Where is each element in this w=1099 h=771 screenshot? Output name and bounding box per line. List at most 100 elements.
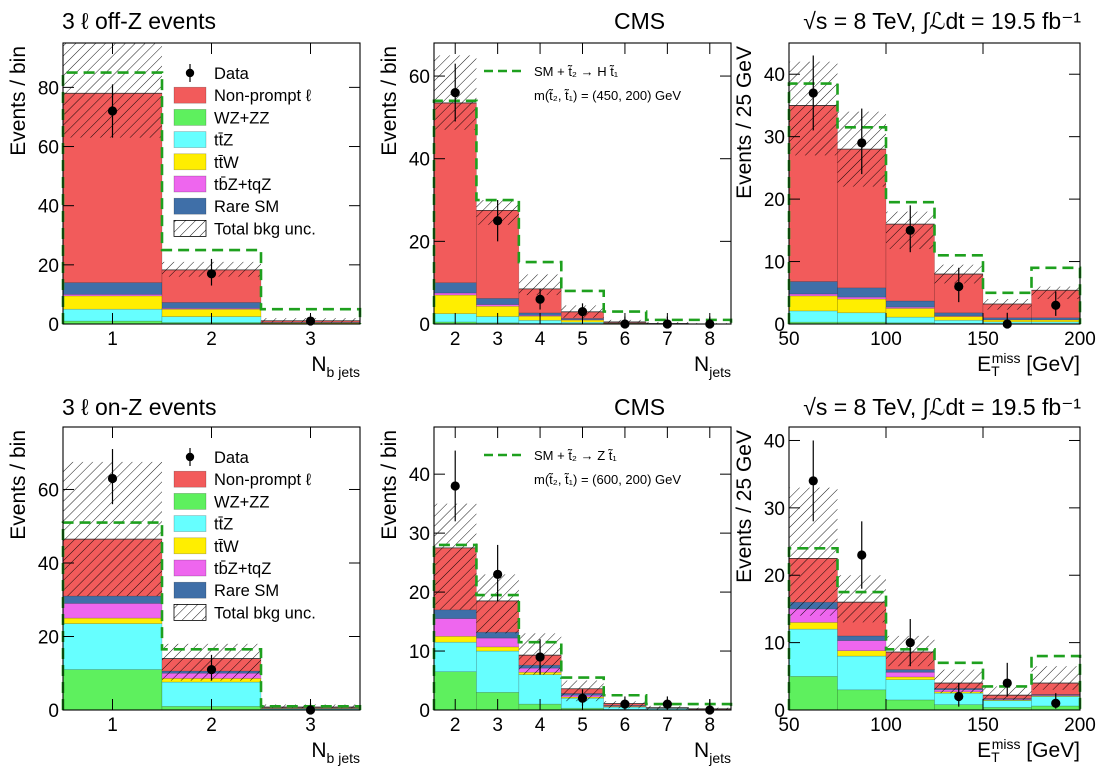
stack-bar-tbz [433,618,477,637]
cms-label-top: CMS [614,8,665,34]
legend-data-marker [185,68,195,78]
signal-step-line [432,543,733,710]
y-tick-label: 80 [38,78,59,99]
y-axis-label: Events / bin [7,46,30,156]
y-tick-label: 60 [38,138,59,159]
stack-bar-tbz [62,603,163,619]
x-tick-label: 50 [778,329,799,350]
x-tick-label: 100 [870,329,902,350]
y-axis-label: Events / 25 GeV [733,46,756,199]
legend-label-ttz: tt̄Z [214,132,233,150]
stack-bar-ttw [885,308,935,318]
data-point [808,88,818,98]
y-axis-label: Events / 25 GeV [733,430,756,583]
energy-lumi-label-bottom: √s = 8 TeV, ∫ℒdt = 19.5 fb⁻¹ [803,394,1081,420]
stack-bar-ttw [476,646,520,652]
x-tick-label: 2 [206,329,217,350]
stack-bar-raresm [476,298,520,305]
y-axis-label: Events / bin [7,430,30,540]
stack-bar-ttz [433,641,477,672]
legend-swatch-raresm [173,197,207,215]
y-tick-label: 20 [764,566,785,587]
bkg-uncertainty-band [983,299,1032,310]
legend-label-nonprompt: Non-prompt ℓ [214,87,311,105]
stack-bar-ttw [837,298,887,314]
legend-label-ttz: tt̄Z [214,516,233,534]
x-tick-label: 1 [107,715,118,736]
signal-step-line [787,82,1082,324]
stack-bar-ttw [62,295,163,310]
data-point [857,138,867,148]
chart-panel-1: 0 20 40 60 80 1 2 3 Events / bin Nb jets Data Non-p… [7,42,362,380]
stack-bar-ttw [885,676,935,680]
stack-bar-ttw [433,636,477,643]
stack-bar-tbz [433,292,477,296]
legend-label-ttw: tt̄W [214,538,239,556]
stack-bar-ttz [788,310,838,323]
data-point [954,281,964,292]
bkg-uncertainty-band [1031,666,1080,690]
y-axis-label: Events / bin [378,430,401,540]
chart-panel-5: 0 10 20 30 40 2 3 4 5 6 7 8 Events / bin Njets SM + t̃… [378,426,733,766]
x-tick-label: 200 [1064,329,1096,350]
y-tick-label: 10 [764,253,785,274]
stack-bar-raresm [62,595,163,604]
x-tick-label: 7 [662,715,673,736]
y-tick-label: 20 [38,256,59,277]
stack-bar-ttw [62,617,163,624]
y-tick-label: 10 [764,634,785,655]
stack-bar-wzzz [885,699,935,711]
stack-bar-ttz [62,623,163,670]
x-tick-label: 2 [206,715,217,736]
stack-bar-tbz [885,671,935,678]
stack-bar-raresm [885,669,935,673]
x-tick-label: 6 [620,329,631,350]
stack-bar-nonprompt [433,102,477,283]
x-tick-label: 2 [450,715,461,736]
legend-swatch-ttz [173,131,207,148]
legend-swatch-raresm [173,581,207,599]
legend-label-ttw: tt̄W [214,154,239,172]
y-axis-label: Events / bin [378,46,401,156]
stack-bar-raresm [62,282,163,295]
legend-swatch-bkgunc [173,219,207,237]
stack-bar-ttw [788,295,838,312]
stack-bar-ttw [788,622,838,630]
signal-step-line [432,99,733,324]
x-tick-label: 8 [704,715,715,736]
data-point [107,106,118,116]
stack-bar-ttz [885,679,935,701]
stack-bar-ttz [837,312,887,323]
stack-bar-raresm [885,300,935,308]
x-tick-label: 4 [535,715,546,736]
x-tick-label: 100 [870,715,902,736]
y-tick-label: 0 [419,701,430,722]
chart-panel-3: 0 10 20 30 40 50 100 150 200 Events / 25 GeV ETmis… [733,42,1096,379]
legend-label-bkgunc: Total bkg unc. [214,220,316,238]
stack-bar-ttz [788,628,838,677]
y-tick-label: 40 [38,554,59,575]
plot-frame [788,42,1081,325]
stack-bar-ttw [837,650,887,657]
x-tick-label: 7 [662,329,673,350]
stack-bar-tbz [476,637,520,648]
energy-lumi-label-top: √s = 8 TeV, ∫ℒdt = 19.5 fb⁻¹ [803,8,1081,34]
data-point [1051,698,1061,708]
stack-bar-ttz [982,700,1032,708]
y-tick-label: 40 [764,65,785,86]
data-point [1002,678,1012,688]
row-title-offz: 3 ℓ off-Z events [62,8,216,34]
legend-swatch-bkgunc [173,604,207,621]
data-point [493,569,503,579]
x-axis-label: Nb jets [311,739,360,766]
legend-swatch-tbz [173,175,207,193]
y-tick-label: 0 [419,315,430,336]
y-tick-label: 40 [764,431,785,452]
legend-label-wzzz: WZ+ZZ [214,109,269,127]
legend-data-marker [185,452,195,462]
legend-label-bkgunc: Total bkg unc. [214,604,316,622]
legend-signal-mass: m(t̃₂, t̃₁) = (600, 200) GeV [534,472,681,487]
legend-swatch-ttz [173,515,207,532]
signal-step-line [787,546,1082,710]
legend-swatch-ttw [173,537,207,555]
